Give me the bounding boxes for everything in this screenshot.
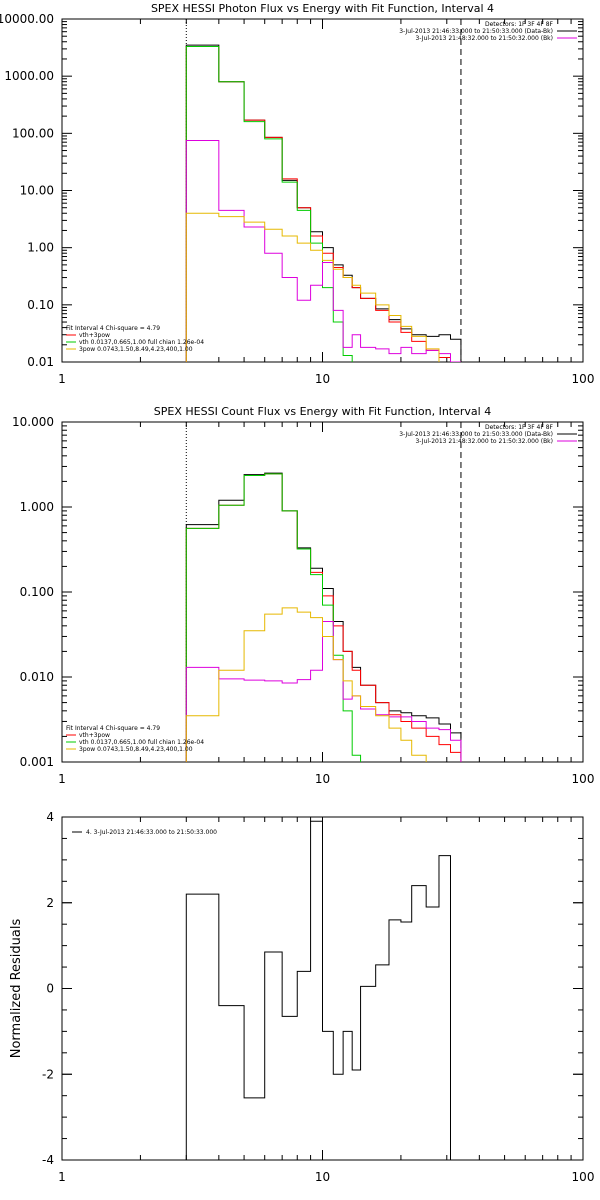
panel1-series-1 [185,44,462,362]
panel3-series-1 [185,820,461,1160]
panel2-y-tick-label: 0.100 [20,585,54,599]
panel1-series-3 [185,46,462,362]
panel1-y-tick-label: 1000.00 [4,69,54,83]
panel2-legend-bottomleft-entry: 3pow 0.0743,1.50,8.49,4.23,400,1.00 [79,746,193,753]
panel2-series-4 [185,620,462,762]
panel2-series-2 [185,473,462,762]
panel1-legend-bottomleft-entry: Fit Interval 4 Chi-square = 4.79 [66,325,160,332]
panel1-frame [61,18,584,363]
panel2-legend-topright-entry: Detectors: 1F 3F 4F 8F [485,424,554,431]
panel1-series-4 [185,139,461,362]
panel1-y-tick-label: 10.00 [20,184,54,198]
panel3-y-tick-label: 2 [46,896,54,910]
panel3-plot-area [185,820,461,1160]
panel2-x-tick-label: 10 [315,772,330,786]
panel1-x-tick-label: 10 [315,372,330,386]
panel2-y-tick-label: 0.001 [20,755,54,769]
panel1-series-5 [185,212,462,362]
panel1-plot-area [185,44,462,362]
panel1-legend-bottomleft-entry: vth 0.0137,0.665,1.00 full chian 1.26e-0… [79,339,204,346]
panel1-title: SPEX HESSI Photon Flux vs Energy with Fi… [151,2,494,15]
panel2-series-3 [185,473,462,762]
panel3-x-tick-label: 1 [58,1170,66,1184]
panel1-series-2 [185,46,461,362]
panel1-legend-bottomleft-entry: 3pow 0.0743,1.50,8.49,4.23,400,1.00 [79,346,193,353]
panel3-y-tick-label: 0 [46,982,54,996]
panel2-x-tick-label: 1 [58,772,66,786]
panel2-legend-bottomleft-entry: vth+3pow [79,732,110,739]
panel3-y-tick-label: 4 [46,810,54,824]
panel2-legend-bottomleft-entry: Fit Interval 4 Chi-square = 4.79 [66,725,160,732]
panel2-series-1 [185,472,462,762]
panel2-title: SPEX HESSI Count Flux vs Energy with Fit… [154,405,491,418]
panel3-y-label: Normalized Residuals [9,919,24,1059]
panel1-x-tick-label: 100 [572,372,595,386]
panel2-plot-area [185,472,462,762]
panel1-y-tick-label: 100.00 [12,126,54,140]
panel2-legend-topright-entry: 3-Jul-2013 21:48:32.000 to 21:50:32.000 … [415,438,553,445]
panel3-x-tick-label: 10 [315,1170,330,1184]
panel1-legend-bottomleft-entry: vth+3pow [79,332,110,339]
panel2-series-5 [185,607,462,762]
panel1-legend-topright-entry: 3-Jul-2013 21:46:33.000 to 21:50:33.000 … [399,28,553,35]
panel3-x-tick-label: 100 [572,1170,595,1184]
panel3-legend-topleft-entry: 4. 3-Jul-2013 21:46:33.000 to 21:50:33.0… [86,829,217,836]
panel1-y-tick-label: 1.00 [27,241,54,255]
panel2-x-tick-label: 100 [572,772,595,786]
panel1-x-tick-label: 1 [58,372,66,386]
panel1-y-tick-label: 0.10 [27,298,54,312]
panel2-legend-topright-entry: 3-Jul-2013 21:46:33.000 to 21:50:33.000 … [399,431,553,438]
panel1-y-tick-label: 0.01 [27,355,54,369]
panel1-y-tick-label: 10000.00 [0,12,54,26]
panel2-y-tick-label: 10.000 [12,415,54,429]
panel3-y-tick-label: -2 [42,1067,54,1081]
panel2-legend-bottomleft-entry: vth 0.0137,0.665,1.00 full chian 1.26e-0… [79,739,204,746]
panel2-y-tick-label: 1.000 [20,500,54,514]
panel2-y-tick-label: 0.010 [20,670,54,684]
panel1-legend-topright-entry: Detectors: 1F 3F 4F 8F [485,21,554,28]
panel1-legend-topright-entry: 3-Jul-2013 21:48:32.000 to 21:50:32.000 … [415,35,553,42]
panel3-y-tick-label: -4 [42,1153,54,1167]
